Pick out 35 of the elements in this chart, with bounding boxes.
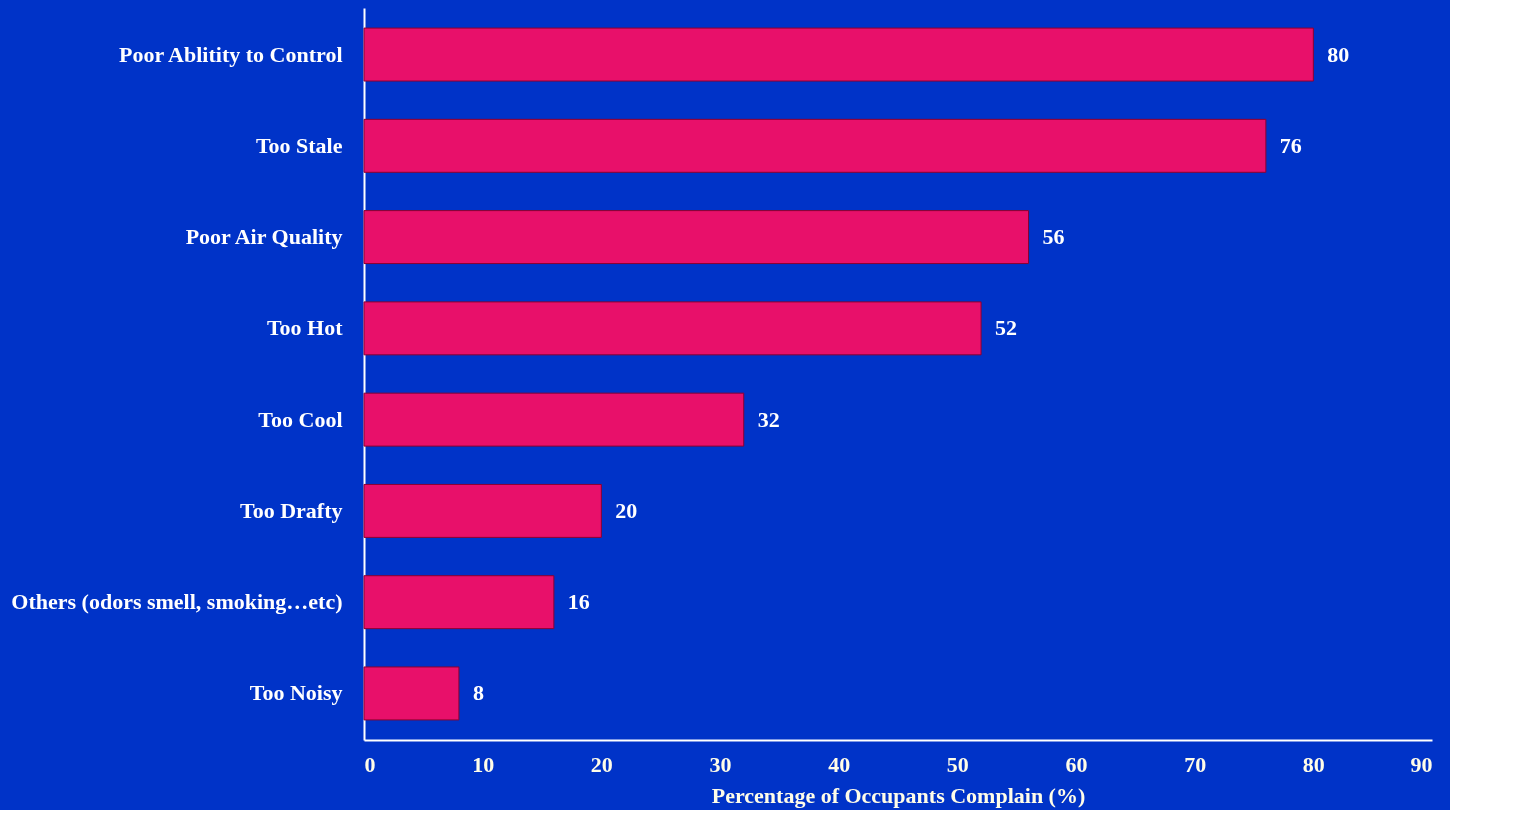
data-label: 16 — [567, 589, 590, 615]
y-tick-label: Poor Air Quality — [185, 224, 343, 250]
bar — [363, 666, 460, 721]
y-tick-label: Too Noisy — [249, 680, 343, 706]
data-label: 80 — [1327, 41, 1350, 67]
y-tick-label: Poor Ablitity to Control — [119, 41, 343, 67]
data-label: 20 — [615, 497, 638, 523]
bar — [363, 27, 1314, 82]
x-tick-label: 90 — [1410, 751, 1433, 777]
x-tick-label: 0 — [364, 751, 376, 777]
bar — [363, 575, 555, 630]
x-tick-label: 50 — [946, 751, 969, 777]
x-tick-label: 60 — [1065, 751, 1088, 777]
y-tick-label: Too Drafty — [240, 497, 343, 523]
y-tick-label: Too Hot — [266, 315, 344, 341]
data-label: 52 — [995, 315, 1018, 341]
bar — [363, 483, 602, 538]
bar — [363, 210, 1030, 265]
data-label: 32 — [757, 406, 780, 432]
x-tick-label: 40 — [828, 751, 851, 777]
x-tick-label: 70 — [1184, 751, 1207, 777]
x-tick-label: 80 — [1302, 751, 1325, 777]
data-label: 56 — [1042, 224, 1065, 250]
x-tick-label: 10 — [472, 751, 495, 777]
x-tick-label: 20 — [590, 751, 613, 777]
data-label: 8 — [472, 680, 484, 706]
y-tick-label: Too Stale — [255, 132, 343, 158]
x-axis-title: Percentage of Occupants Complain (%) — [711, 782, 1086, 808]
bar — [363, 392, 745, 447]
y-tick-label: Too Cool — [258, 406, 343, 432]
y-tick-label: Others (odors smell, smoking…etc) — [11, 589, 343, 615]
bar — [363, 118, 1267, 173]
data-label: 76 — [1279, 132, 1302, 158]
bar — [363, 301, 982, 356]
x-tick-label: 30 — [709, 751, 732, 777]
